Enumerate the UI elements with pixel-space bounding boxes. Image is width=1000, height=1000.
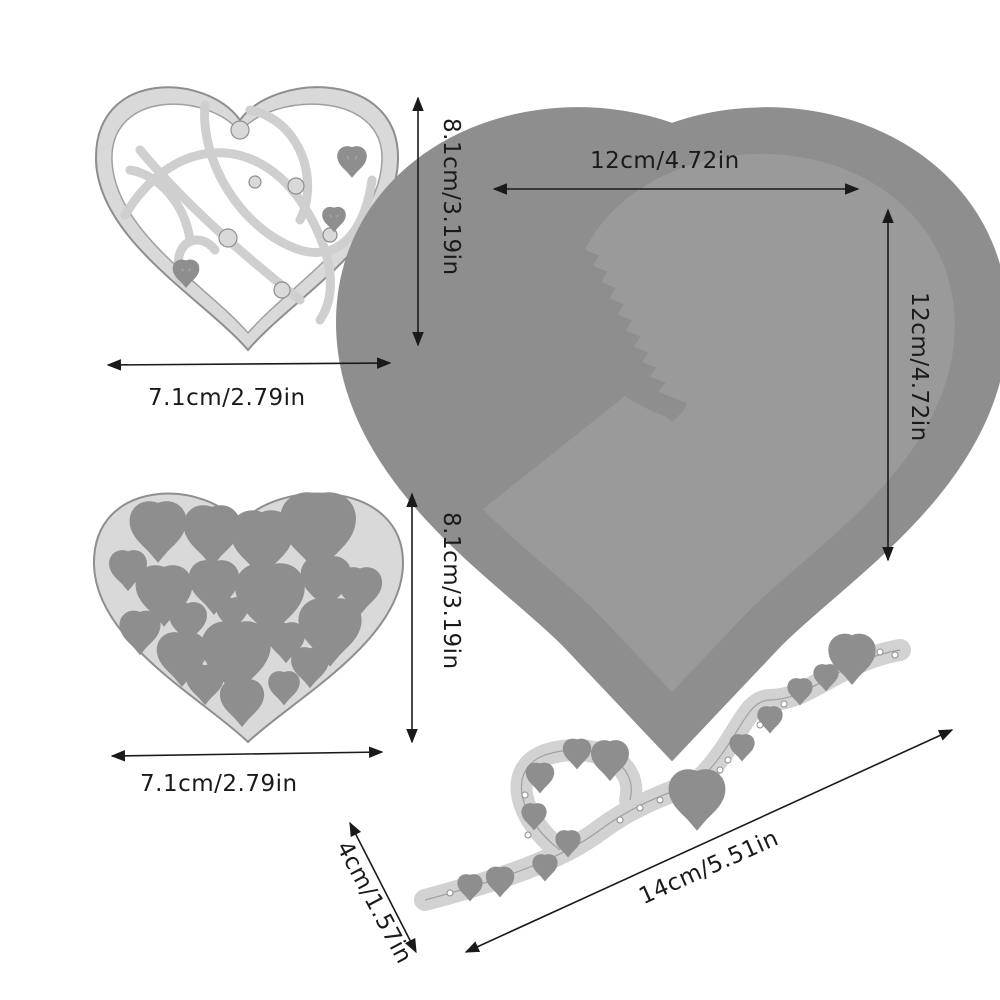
cutout-width-label: 7.1cm/2.79in bbox=[140, 771, 298, 797]
nested-width-label: 12cm/4.72in bbox=[590, 148, 740, 174]
border-height-arrow bbox=[349, 821, 417, 954]
nested-heart-dies bbox=[476, 232, 868, 568]
cutout-height-label: 8.1cm/3.19in bbox=[438, 512, 464, 670]
filigree-width-arrow bbox=[106, 357, 392, 371]
cutout-heart-die bbox=[92, 494, 405, 744]
border-length-arrow bbox=[464, 729, 954, 953]
filigree-width-label: 7.1cm/2.79in bbox=[148, 385, 306, 411]
nested-height-label: 12cm/4.72in bbox=[906, 292, 932, 442]
cutout-width-arrow bbox=[110, 746, 384, 762]
filigree-height-label: 8.1cm/3.19in bbox=[438, 118, 464, 276]
filigree-heart-die bbox=[94, 86, 400, 352]
